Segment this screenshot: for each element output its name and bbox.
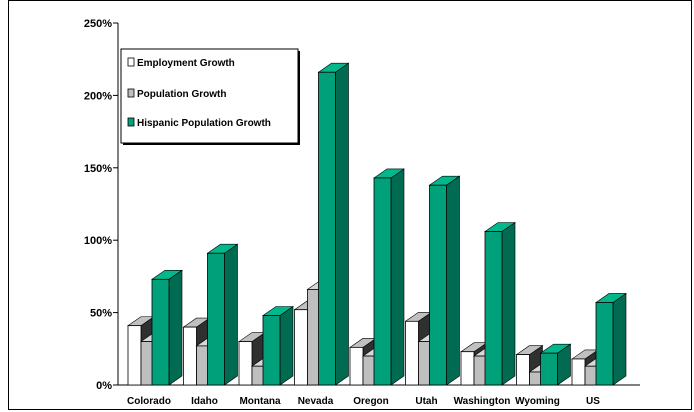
- legend-swatch: [127, 88, 135, 98]
- x-tick-label: Wyoming: [515, 396, 560, 407]
- x-tick-label: Colorado: [127, 396, 171, 407]
- x-tick-label: Idaho: [191, 396, 218, 407]
- y-tick-label: 50%: [90, 308, 112, 320]
- bar-employment-growth-nevada: [294, 309, 308, 386]
- bar-population-growth-idaho: [196, 345, 209, 386]
- y-tick-label: 250%: [84, 18, 112, 30]
- x-tick-label: Utah: [415, 396, 437, 407]
- bar-hispanic-population-growth-oregon: [373, 177, 392, 386]
- bar-employment-growth-washington: [460, 351, 475, 386]
- bar-side: [224, 243, 238, 386]
- x-tick-label: Nevada: [298, 396, 334, 407]
- legend-swatch: [127, 117, 135, 127]
- y-tick-label: 100%: [84, 235, 112, 247]
- bar-hispanic-population-growth-us: [595, 302, 614, 386]
- bar-employment-growth-oregon: [349, 346, 364, 386]
- bar-side: [390, 168, 405, 386]
- bar-hispanic-population-growth-idaho: [207, 252, 225, 386]
- x-tick-label: Washington: [454, 396, 511, 407]
- bar-population-growth-colorado: [140, 341, 154, 386]
- bar-employment-growth-montana: [238, 341, 253, 386]
- bar-population-growth-montana: [251, 365, 265, 386]
- bar-hispanic-population-growth-nevada: [318, 71, 336, 386]
- x-tick-label: Montana: [239, 396, 281, 407]
- bar-side: [279, 305, 294, 386]
- x-tick-label: Oregon: [353, 396, 389, 407]
- legend-label: Employment Growth: [137, 58, 235, 69]
- y-tick-label: 150%: [84, 163, 112, 175]
- bar-hispanic-population-growth-montana: [262, 315, 281, 386]
- legend-label: Population Growth: [137, 89, 226, 100]
- legend-swatch: [127, 57, 135, 67]
- bar-hispanic-population-growth-utah: [429, 184, 447, 386]
- bar-population-growth-nevada: [307, 289, 320, 386]
- bar-employment-growth-idaho: [183, 326, 197, 386]
- bar-employment-growth-utah: [405, 320, 419, 386]
- bar-side: [335, 62, 349, 386]
- bar-side: [612, 292, 627, 386]
- bar-hispanic-population-growth-colorado: [151, 278, 170, 386]
- bar-population-growth-wyoming: [529, 371, 542, 386]
- bar-population-growth-oregon: [362, 355, 376, 386]
- bar-side: [501, 221, 516, 386]
- bar-side: [446, 175, 460, 386]
- x-tick-label: US: [586, 396, 600, 407]
- legend-label: Hispanic Population Growth: [137, 118, 271, 129]
- legend-box: [120, 48, 299, 144]
- bar-side: [168, 269, 183, 386]
- bar-hispanic-population-growth-wyoming: [540, 352, 558, 386]
- bar-hispanic-population-growth-washington: [484, 231, 503, 386]
- bar-population-growth-us: [584, 365, 598, 386]
- bar-employment-growth-us: [571, 358, 586, 386]
- y-tick-label: 0%: [96, 380, 112, 392]
- bar-population-growth-utah: [418, 341, 431, 386]
- y-tick-label: 200%: [84, 90, 112, 102]
- bar-employment-growth-colorado: [127, 325, 142, 386]
- bar-employment-growth-wyoming: [516, 354, 530, 386]
- bar-population-growth-washington: [473, 355, 487, 386]
